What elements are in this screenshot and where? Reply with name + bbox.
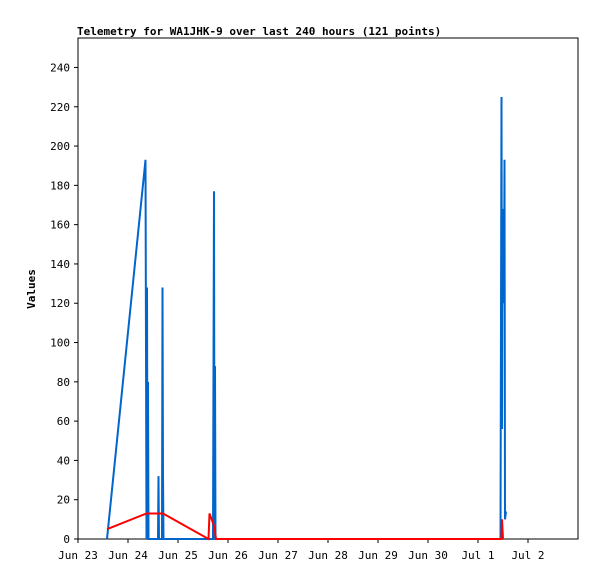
series-line-2 xyxy=(106,512,504,541)
x-tick-label: Jun 29 xyxy=(358,549,398,562)
x-tick-label: Jun 23 xyxy=(58,549,98,562)
x-tick-label: Jul 2 xyxy=(511,549,544,562)
y-tick-label: 140 xyxy=(50,258,70,271)
y-axis-label: Values xyxy=(25,269,38,309)
y-tick-label: 0 xyxy=(63,533,70,546)
y-tick-label: 240 xyxy=(50,61,70,74)
series-layer xyxy=(106,96,507,541)
x-tick-label: Jun 30 xyxy=(408,549,448,562)
y-tick-label: 20 xyxy=(57,494,70,507)
y-tick-label: 60 xyxy=(57,415,70,428)
y-tick-label: 160 xyxy=(50,219,70,232)
y-tick-label: 40 xyxy=(57,454,70,467)
y-tick-label: 220 xyxy=(50,101,70,114)
chart-title: Telemetry for WA1JHK-9 over last 240 hou… xyxy=(77,25,441,38)
y-tick-label: 100 xyxy=(50,337,70,350)
x-tick-label: Jun 24 xyxy=(108,549,148,562)
y-tick-label: 200 xyxy=(50,140,70,153)
x-tick-label: Jul 1 xyxy=(461,549,494,562)
x-tick-label: Jun 28 xyxy=(308,549,348,562)
y-tick-label: 80 xyxy=(57,376,70,389)
x-axis: Jun 23 Jun 24 Jun 25 Jun 26 Jun 27 Jun 28 Jun … xyxy=(58,539,545,562)
x-tick-label: Jun 25 xyxy=(158,549,198,562)
x-tick-label: Jun 27 xyxy=(258,549,298,562)
x-tick-label: Jun 26 xyxy=(208,549,248,562)
y-tick-label: 120 xyxy=(50,297,70,310)
y-axis: 0 20 40 60 80 100 120 140 160 180 200 220 240 xyxy=(50,61,78,546)
series-line-1 xyxy=(106,96,507,540)
y-tick-label: 180 xyxy=(50,179,70,192)
